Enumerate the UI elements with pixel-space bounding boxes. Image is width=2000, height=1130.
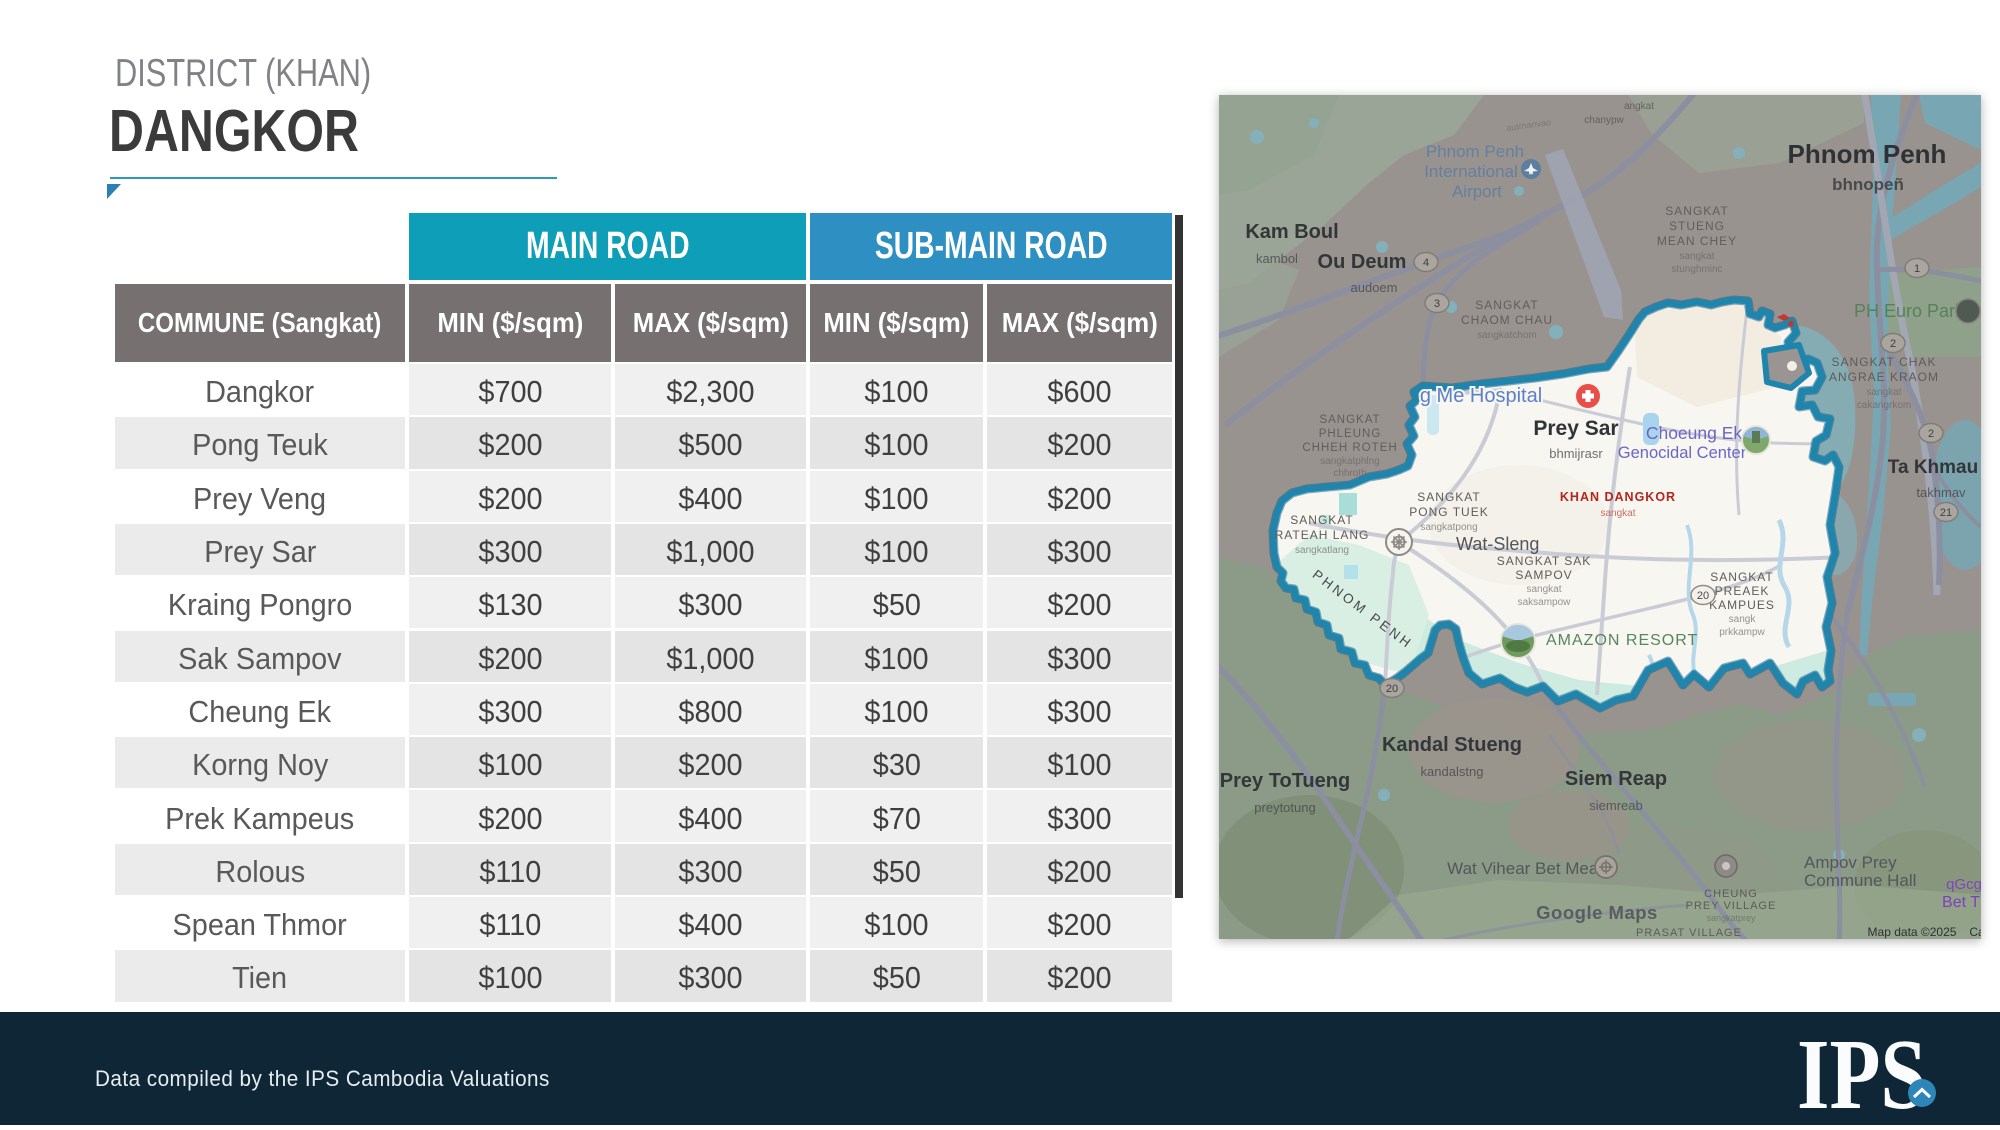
svg-text:SANGKAT: SANGKAT bbox=[1665, 204, 1728, 218]
svg-text:qGcg: qGcg bbox=[1946, 876, 1981, 893]
svg-text:bhmijrasr: bhmijrasr bbox=[1549, 446, 1603, 461]
svg-text:1: 1 bbox=[1914, 263, 1920, 275]
svg-text:3: 3 bbox=[1434, 298, 1440, 310]
svg-text:KAMPUES: KAMPUES bbox=[1709, 598, 1775, 612]
svg-text:kandalstng: kandalstng bbox=[1421, 764, 1484, 779]
svg-text:Commune Hall: Commune Hall bbox=[1804, 871, 1916, 890]
svg-text:SANGKAT: SANGKAT bbox=[1417, 490, 1480, 504]
svg-text:SAMPOV: SAMPOV bbox=[1515, 568, 1572, 582]
svg-text:cakangrkom: cakangrkom bbox=[1857, 400, 1911, 411]
svg-text:prkkampw: prkkampw bbox=[1719, 627, 1765, 638]
svg-text:International: International bbox=[1424, 162, 1518, 181]
svg-text:Airport: Airport bbox=[1452, 182, 1502, 201]
svg-text:siemreab: siemreab bbox=[1589, 798, 1642, 813]
svg-text:Ca: Ca bbox=[1969, 925, 1981, 939]
svg-text:ANGRAE KRAOM: ANGRAE KRAOM bbox=[1829, 370, 1939, 384]
svg-text:Ou Deum: Ou Deum bbox=[1318, 251, 1407, 273]
svg-text:STUENG: STUENG bbox=[1669, 219, 1725, 233]
svg-text:sangkatlang: sangkatlang bbox=[1295, 545, 1349, 556]
svg-text:SANGKAT: SANGKAT bbox=[1319, 414, 1380, 426]
svg-text:AMAZON RESORT: AMAZON RESORT bbox=[1546, 632, 1698, 649]
svg-text:KHAN DANGKOR: KHAN DANGKOR bbox=[1560, 490, 1676, 504]
svg-text:PREY VILLAGE: PREY VILLAGE bbox=[1686, 900, 1777, 912]
svg-text:Prey Sar: Prey Sar bbox=[1533, 417, 1618, 440]
svg-text:sangkatprey: sangkatprey bbox=[1706, 913, 1756, 923]
svg-text:sangkat: sangkat bbox=[1600, 508, 1635, 519]
svg-text:takhmav: takhmav bbox=[1916, 485, 1966, 500]
svg-text:CHEUNG: CHEUNG bbox=[1704, 888, 1758, 900]
svg-text:sangkat: sangkat bbox=[1679, 251, 1714, 262]
svg-text:saksampow: saksampow bbox=[1518, 597, 1572, 608]
svg-text:MEAN CHEY: MEAN CHEY bbox=[1657, 234, 1737, 248]
svg-text:chanypw: chanypw bbox=[1584, 115, 1624, 126]
svg-text:sangkatchom: sangkatchom bbox=[1477, 330, 1536, 341]
svg-text:PH Euro Park: PH Euro Park bbox=[1854, 301, 1965, 321]
svg-text:bhnopeñ: bhnopeñ bbox=[1832, 175, 1904, 194]
svg-text:Google Maps: Google Maps bbox=[1536, 902, 1658, 923]
svg-text:PHLEUNG: PHLEUNG bbox=[1319, 428, 1382, 440]
svg-text:Kam Boul: Kam Boul bbox=[1245, 221, 1338, 243]
svg-text:Bet T: Bet T bbox=[1942, 894, 1980, 911]
svg-text:Choeung Ek: Choeung Ek bbox=[1646, 423, 1743, 443]
svg-text:kambol: kambol bbox=[1256, 251, 1298, 266]
svg-text:PRASAT VILLAGE: PRASAT VILLAGE bbox=[1636, 927, 1742, 939]
svg-text:Genocidal Center: Genocidal Center bbox=[1618, 444, 1747, 462]
svg-text:sangkatphlng: sangkatphlng bbox=[1320, 456, 1380, 467]
svg-text:SANGKAT: SANGKAT bbox=[1290, 513, 1353, 527]
svg-text:Wat Vihear Bet Meas: Wat Vihear Bet Meas bbox=[1447, 859, 1607, 878]
svg-text:SANGKAT SAK: SANGKAT SAK bbox=[1497, 554, 1592, 568]
svg-text:CHAOM CHAU: CHAOM CHAU bbox=[1461, 313, 1553, 327]
svg-text:20: 20 bbox=[1386, 683, 1398, 695]
svg-text:Wat-Sleng: Wat-Sleng bbox=[1456, 534, 1539, 554]
svg-text:20: 20 bbox=[1697, 590, 1709, 602]
svg-text:preytotung: preytotung bbox=[1254, 800, 1315, 815]
svg-text:PREAEK: PREAEK bbox=[1715, 584, 1770, 598]
svg-text:Siem Reap: Siem Reap bbox=[1565, 768, 1667, 790]
svg-text:Kandal Stueng: Kandal Stueng bbox=[1382, 734, 1522, 756]
svg-text:SANGKAT: SANGKAT bbox=[1710, 570, 1773, 584]
svg-text:angkat: angkat bbox=[1624, 101, 1654, 112]
svg-text:sangkat: sangkat bbox=[1866, 387, 1901, 398]
svg-text:2: 2 bbox=[1890, 338, 1896, 350]
svg-text:CHHEH ROTEH: CHHEH ROTEH bbox=[1302, 442, 1397, 454]
svg-text:SANGKAT: SANGKAT bbox=[1475, 298, 1538, 312]
svg-text:SANGKAT CHAK: SANGKAT CHAK bbox=[1832, 355, 1937, 369]
svg-text:PONG TUEK: PONG TUEK bbox=[1409, 505, 1488, 519]
svg-text:Phnom Penh: Phnom Penh bbox=[1426, 142, 1524, 161]
svg-text:audoem: audoem bbox=[1351, 280, 1398, 295]
svg-text:21: 21 bbox=[1940, 507, 1952, 519]
svg-text:chhroth: chhroth bbox=[1333, 468, 1366, 479]
svg-text:sangkat: sangkat bbox=[1526, 584, 1561, 595]
svg-text:sangk: sangk bbox=[1729, 614, 1757, 625]
svg-text:2: 2 bbox=[1928, 428, 1934, 440]
svg-text:RATEAH LANG: RATEAH LANG bbox=[1275, 528, 1370, 542]
svg-text:4: 4 bbox=[1423, 257, 1429, 269]
svg-text:Map data ©2025: Map data ©2025 bbox=[1868, 925, 1957, 939]
svg-text:g Me Hospital: g Me Hospital bbox=[1420, 385, 1542, 407]
svg-text:Prey ToTueng: Prey ToTueng bbox=[1220, 770, 1350, 792]
svg-text:sangkatpong: sangkatpong bbox=[1420, 522, 1477, 533]
svg-text:stunghminc: stunghminc bbox=[1671, 264, 1722, 275]
svg-text:Ta Khmau: Ta Khmau bbox=[1888, 457, 1978, 478]
svg-text:Ampov Prey: Ampov Prey bbox=[1804, 853, 1897, 872]
svg-text:Phnom Penh: Phnom Penh bbox=[1788, 139, 1947, 169]
